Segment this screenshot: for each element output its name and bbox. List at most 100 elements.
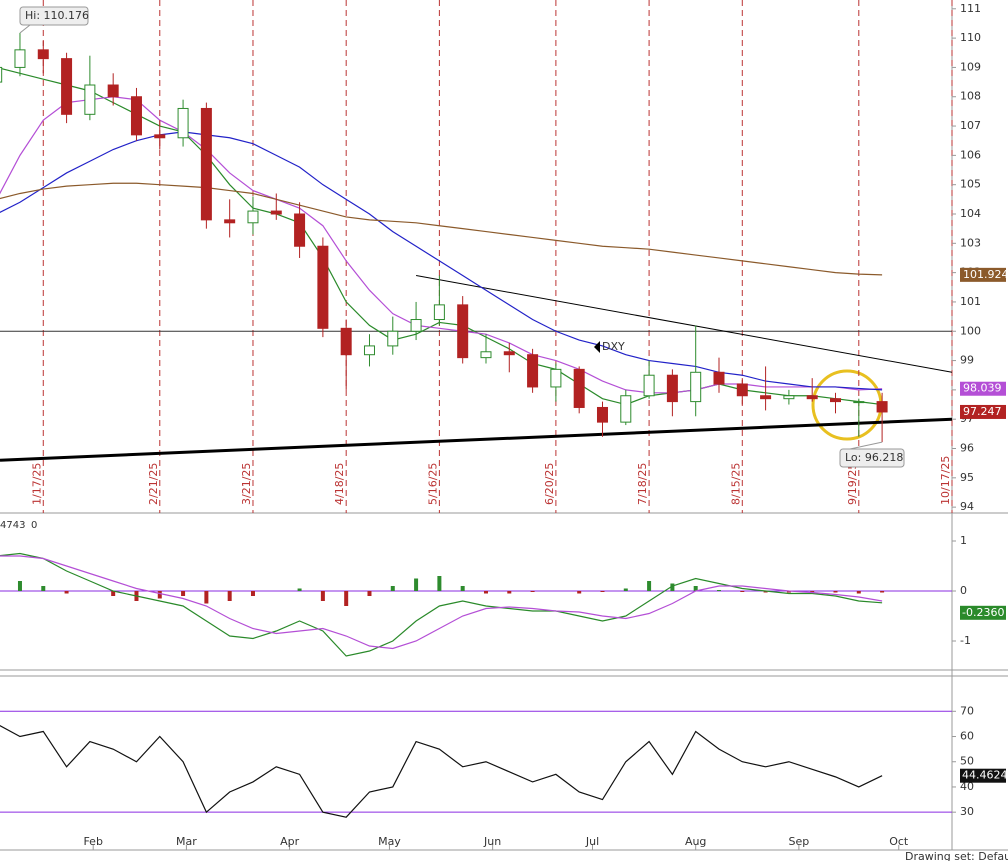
macd-line [0, 552, 883, 657]
macd-bar [390, 586, 395, 591]
month-label: Jul [585, 835, 599, 848]
y-tick-label: 96 [960, 442, 974, 455]
macd-bar [320, 591, 325, 601]
last-value-box [960, 768, 1006, 783]
candle-body [0, 66, 3, 83]
macd-value: -0.2360 [962, 606, 1004, 619]
callout-box [839, 448, 905, 468]
candle-body [829, 398, 841, 403]
date-label: 5/16/25 [426, 463, 439, 505]
candle-body [550, 368, 562, 388]
candle-body [713, 371, 725, 385]
signal-line [0, 555, 883, 650]
candle-body [783, 395, 795, 400]
candle-body [643, 374, 655, 397]
candle-body [433, 304, 445, 321]
macd-bar [344, 591, 349, 606]
rsi-value: 44.4624 [962, 769, 1008, 782]
y-tick-label: 95 [960, 471, 974, 484]
last-value: 101.924 [963, 268, 1008, 281]
macd-bar [227, 591, 232, 601]
candle-body [107, 84, 119, 98]
date-label: 7/18/25 [636, 463, 649, 505]
high-label: Hi: 110.176 [25, 9, 89, 22]
candle-body [270, 210, 282, 215]
date-label: 3/21/25 [240, 463, 253, 505]
macd-bar [111, 591, 116, 596]
macd-bar [716, 590, 721, 591]
symbol-marker [594, 341, 600, 353]
macd-bar [64, 591, 69, 594]
y-tick-label: 104 [960, 207, 981, 220]
macd-bar [623, 588, 628, 591]
candle-body [853, 401, 865, 404]
macd-bar [740, 591, 745, 592]
y-tick-label: 111 [960, 2, 981, 15]
macd-bar [507, 591, 512, 594]
candle-body [387, 330, 399, 347]
date-label: 2/21/25 [147, 463, 160, 505]
macd-bar [647, 581, 652, 591]
toolbar-label[interactable]: Drawing set: Default [905, 850, 1008, 861]
month-label: May [378, 835, 401, 848]
y-tick-label: 106 [960, 148, 981, 161]
date-label: 4/18/25 [333, 463, 346, 505]
candle-body [294, 213, 306, 247]
macd-bar [880, 591, 885, 593]
date-label: 1/17/25 [30, 463, 43, 505]
macd-bar [833, 591, 838, 593]
y-tick-label: 94 [960, 500, 974, 513]
moving-average [0, 182, 883, 276]
candle-body [573, 368, 585, 408]
month-label: Apr [280, 835, 300, 848]
y-tick-label: 105 [960, 178, 981, 191]
date-label: 9/19/25 [846, 463, 859, 505]
macd-bar [204, 591, 209, 604]
candle-body [14, 49, 26, 68]
candle-body [876, 401, 888, 413]
macd-header: 0 [31, 520, 37, 531]
candle-body [736, 383, 748, 397]
macd-bar [250, 591, 255, 596]
y-tick-label: 107 [960, 119, 981, 132]
candle-body [200, 107, 212, 221]
month-label: Sep [789, 835, 810, 848]
macd-bar [414, 578, 419, 591]
y-tick-label: 30 [960, 805, 974, 818]
y-tick-label: 70 [960, 704, 974, 717]
candle-body [224, 219, 236, 224]
y-tick-label: -1 [960, 634, 971, 647]
candle-body [247, 210, 259, 224]
moving-average [0, 131, 883, 391]
trendline [415, 275, 953, 373]
macd-bar [41, 586, 46, 591]
candle-body [760, 395, 772, 400]
y-tick-label: 110 [960, 31, 981, 44]
candle-body [596, 406, 608, 423]
macd-bar [530, 591, 535, 592]
candle-body [457, 304, 469, 359]
rsi-line [0, 725, 883, 818]
macd-header: 4743 [0, 520, 25, 531]
macd-bar [460, 586, 465, 591]
month-label: Aug [685, 835, 706, 848]
macd-bar [856, 591, 861, 594]
month-label: Mar [176, 835, 197, 848]
candle-body [480, 351, 492, 359]
macd-bar [297, 588, 302, 591]
symbol-label: DXY [602, 340, 625, 353]
macd-bar [577, 591, 582, 594]
macd-bar [693, 586, 698, 591]
y-tick-label: 109 [960, 60, 981, 73]
moving-average [0, 96, 883, 394]
candle-body [61, 58, 73, 115]
month-label: Feb [83, 835, 102, 848]
candle-body [620, 395, 632, 423]
y-tick-label: 100 [960, 324, 981, 337]
y-tick-label: 0 [960, 584, 967, 597]
macd-bar [157, 591, 162, 599]
last-value-box [960, 381, 1006, 396]
